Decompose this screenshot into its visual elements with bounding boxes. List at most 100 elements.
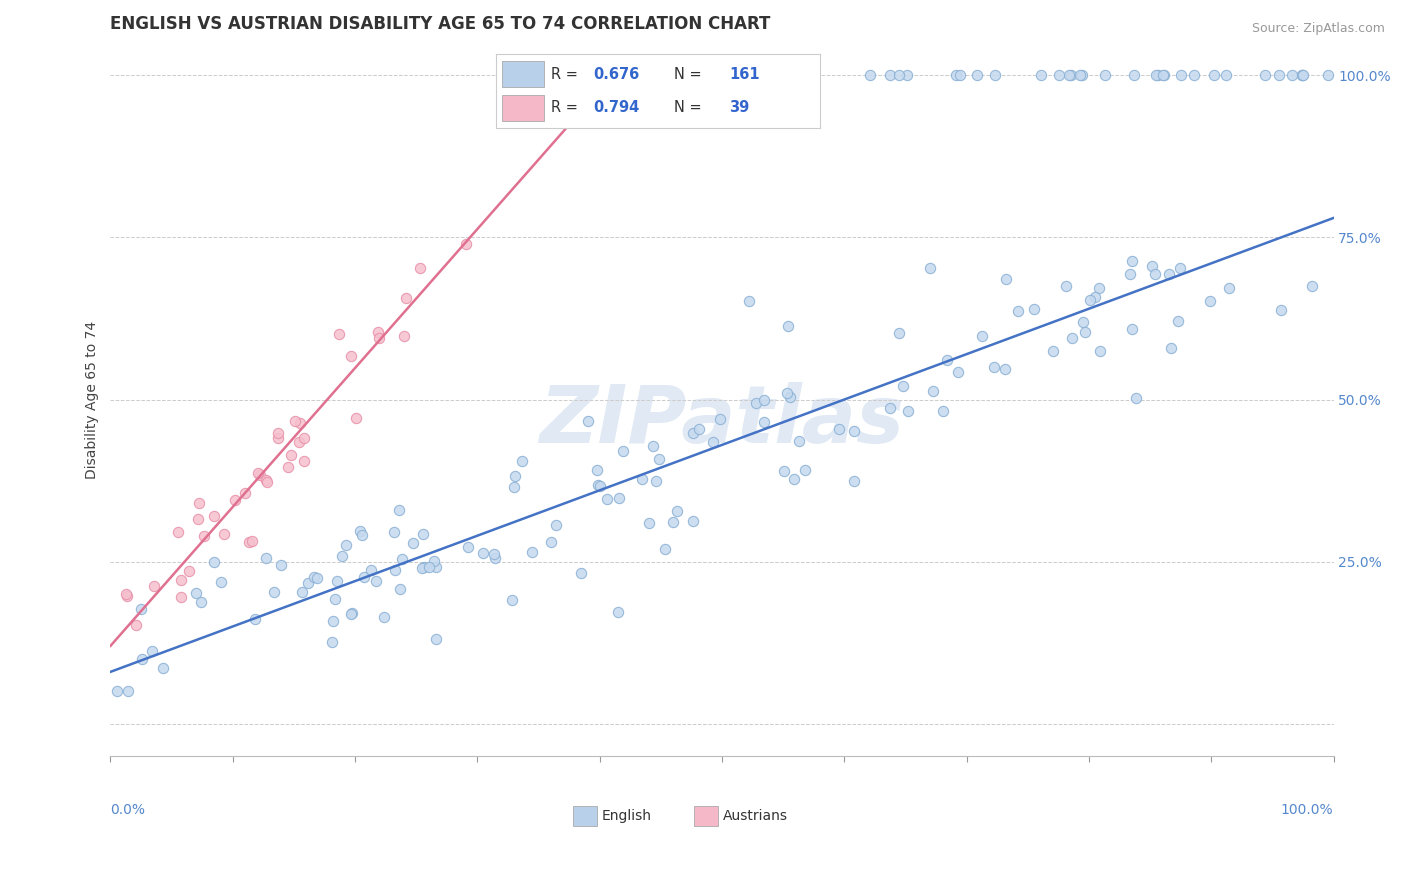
Point (772, 464, 794, 478)
Point (1182, 68, 1205, 82)
Point (682, 515, 704, 529)
Point (177, 564, 200, 578)
Point (297, 575, 319, 590)
Point (1119, 267, 1142, 281)
Point (368, 331, 391, 345)
Point (280, 448, 302, 462)
Point (188, 496, 211, 510)
Point (115, 589, 138, 603)
Point (1160, 341, 1182, 355)
Point (682, 425, 704, 440)
Point (641, 439, 664, 453)
Point (596, 491, 619, 506)
Point (131, 652, 153, 666)
Point (482, 547, 505, 561)
Point (291, 585, 314, 599)
Point (411, 560, 433, 574)
Point (609, 491, 631, 506)
Point (569, 566, 592, 580)
Point (335, 538, 357, 552)
Point (1143, 267, 1166, 281)
Point (1007, 304, 1029, 318)
Point (540, 535, 562, 549)
Point (983, 360, 1005, 375)
Point (1144, 68, 1167, 82)
Point (484, 551, 506, 566)
Point (879, 68, 901, 82)
Point (612, 444, 634, 458)
Point (1088, 281, 1111, 295)
Point (879, 401, 901, 416)
Point (267, 432, 290, 446)
Point (922, 384, 945, 398)
Point (409, 260, 432, 275)
Point (152, 661, 174, 675)
Point (249, 467, 271, 482)
Point (520, 545, 543, 559)
Point (292, 454, 315, 468)
Point (349, 524, 371, 538)
Point (779, 390, 801, 404)
Point (1167, 313, 1189, 327)
Point (321, 614, 343, 628)
Point (1168, 260, 1191, 275)
Text: Source: ZipAtlas.com: Source: ZipAtlas.com (1251, 22, 1385, 36)
Point (1316, 68, 1339, 82)
Point (994, 272, 1017, 286)
Point (1159, 267, 1181, 281)
Point (330, 549, 353, 564)
Point (794, 463, 817, 477)
Point (644, 474, 666, 488)
Point (141, 644, 163, 658)
Point (117, 684, 139, 698)
Point (412, 527, 434, 541)
Point (654, 542, 676, 557)
Point (131, 602, 153, 616)
Point (946, 366, 969, 380)
Point (472, 546, 495, 560)
Point (254, 551, 277, 566)
Point (1281, 68, 1303, 82)
Point (896, 68, 918, 82)
Point (787, 434, 810, 448)
Point (115, 587, 138, 601)
Point (277, 460, 299, 475)
Point (1147, 68, 1170, 82)
Point (105, 684, 128, 698)
Point (1069, 68, 1091, 82)
Point (1121, 321, 1143, 335)
Point (412, 560, 434, 574)
Point (339, 607, 361, 621)
Point (384, 563, 406, 577)
Point (503, 468, 526, 483)
Point (170, 573, 193, 587)
Point (828, 422, 851, 436)
Point (1218, 281, 1240, 295)
Point (638, 516, 661, 530)
Point (1094, 68, 1116, 82)
Point (688, 422, 710, 436)
Point (392, 329, 415, 343)
Point (270, 558, 292, 572)
Point (1270, 303, 1292, 318)
Point (350, 528, 373, 542)
Point (423, 554, 446, 568)
Point (401, 536, 423, 550)
Text: Austrians: Austrians (723, 809, 789, 823)
Point (321, 635, 343, 649)
Point (783, 472, 806, 486)
Point (949, 68, 972, 82)
Point (1291, 68, 1313, 82)
Point (1071, 314, 1094, 328)
Point (931, 404, 953, 418)
Point (263, 585, 285, 599)
Point (1291, 68, 1313, 82)
Point (193, 528, 215, 542)
Point (502, 480, 524, 494)
Point (1060, 331, 1083, 345)
Point (425, 560, 447, 574)
Point (125, 617, 148, 632)
Point (745, 396, 768, 410)
Point (501, 593, 523, 607)
Point (752, 392, 775, 407)
